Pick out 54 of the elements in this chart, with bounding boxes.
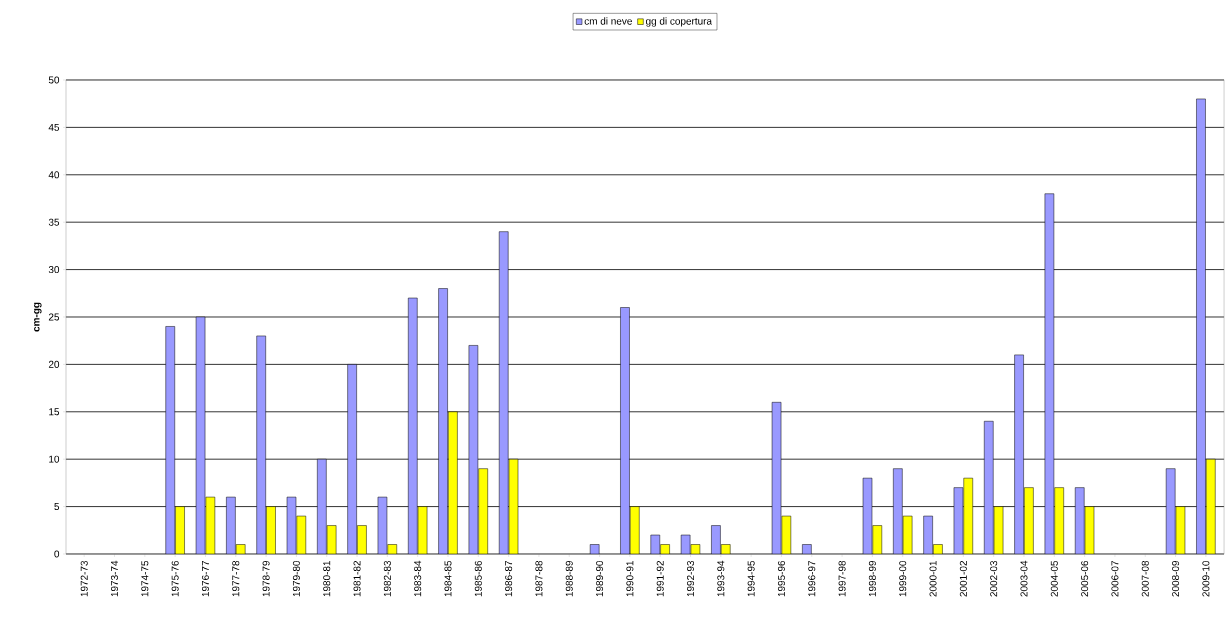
x-tick-label: 2000-01 — [929, 560, 937, 597]
y-axis-title: cm-gg — [34, 302, 42, 332]
x-tick-label: 1989-90 — [596, 560, 604, 597]
x-tick-label: 1984-85 — [444, 560, 452, 597]
x-tick-label: 2006-07 — [1111, 561, 1119, 597]
x-tick-label: 2003-04 — [1020, 560, 1028, 597]
y-tick-label: 40 — [48, 171, 60, 179]
bar — [802, 544, 812, 554]
x-tick-label: 1990-91 — [626, 560, 634, 597]
x-tick-label: 2001-02 — [959, 561, 967, 597]
y-tick-label: 0 — [54, 550, 60, 558]
x-tick-label: 1976-77 — [201, 561, 209, 597]
y-tick-label: 45 — [48, 123, 60, 131]
y-tick-label: 35 — [48, 218, 60, 226]
y-tick-label: 20 — [48, 360, 60, 368]
legend-label: gg di copertura — [645, 17, 712, 27]
y-tick-label: 15 — [49, 408, 60, 416]
bar — [589, 544, 600, 554]
x-tick-label: 1981-82 — [353, 561, 361, 597]
x-tick-label: 1982-83 — [383, 560, 391, 597]
x-tick-label: 1980-81 — [323, 560, 331, 597]
x-tick-label: 1974-75 — [141, 560, 149, 597]
x-tick-label: 2002-03 — [990, 560, 998, 597]
x-tick-label: 1975-76 — [171, 560, 179, 597]
x-tick-label: 1973-74 — [110, 560, 119, 597]
x-tick-label: 1983-84 — [414, 560, 422, 597]
x-tick-label: 2004-05 — [1050, 560, 1058, 597]
y-tick-label: 10 — [49, 455, 60, 463]
x-tick-label: 1986-87 — [505, 561, 513, 597]
x-tick-label: 1993-94 — [717, 560, 725, 597]
y-tick-label: 25 — [48, 313, 60, 321]
x-tick-label: 1972-73 — [80, 560, 88, 597]
x-tick-label: 1998-99 — [868, 560, 876, 597]
x-tick-label: 2008-09 — [1172, 560, 1180, 597]
x-tick-label: 1991-92 — [656, 561, 664, 597]
y-tick-label: 5 — [54, 503, 60, 511]
x-tick-label: 2009-10 — [1202, 560, 1210, 597]
x-tick-label: 1997-98 — [838, 560, 846, 597]
x-tick-label: 1979-80 — [292, 560, 300, 597]
x-tick-label: 2005-06 — [1081, 560, 1089, 597]
x-tick-label: 1977-78 — [232, 560, 240, 597]
x-tick-label: 1994-95 — [747, 560, 755, 597]
x-tick-label: 1992-93 — [686, 560, 695, 597]
x-tick-label: 1988-89 — [565, 560, 573, 597]
x-tick-label: 1978-79 — [262, 560, 270, 597]
x-tick-label: 1995-96 — [777, 560, 785, 597]
x-tick-label: 1996-97 — [808, 561, 816, 597]
y-tick-label: 30 — [48, 266, 60, 274]
x-tick-label: 1985-86 — [474, 560, 482, 597]
x-tick-label: 1987-88 — [535, 560, 543, 597]
y-tick-label: 50 — [48, 76, 60, 84]
legend-label: cm di neve — [584, 17, 632, 25]
x-tick-label: 1999-00 — [899, 560, 907, 597]
x-tick-label: 2007-08 — [1141, 560, 1149, 597]
